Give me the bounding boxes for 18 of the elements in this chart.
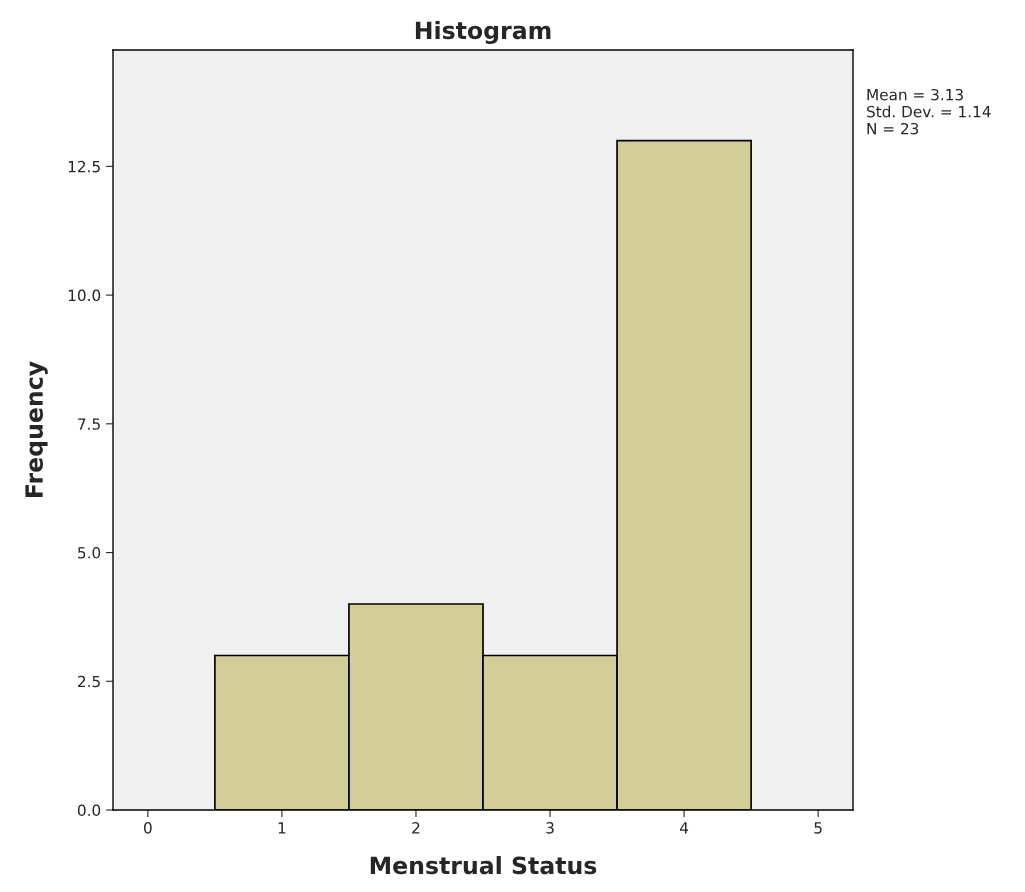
text: N = 23 [867, 122, 919, 135]
y-tick-label: 12.5 [68, 160, 100, 173]
y-tick-label: 2.5 [78, 675, 100, 688]
x-tick-label: 4 [679, 822, 689, 834]
text: Mean = 3.13 [867, 88, 963, 101]
x-tick-label: 5 [814, 822, 822, 834]
x-tick-label: 2 [412, 822, 420, 834]
x-tick-label: 3 [546, 822, 554, 834]
x-tick-label: 1 [278, 822, 286, 834]
x-axis-title: Menstrual Status [370, 856, 597, 875]
y-tick-label: 5.0 [78, 547, 101, 559]
y-tick-label: 7.5 [78, 418, 100, 430]
y-axis-title: Frequency [25, 361, 48, 497]
text: Std. Dev. = 1.14 [867, 105, 991, 118]
chart-title: Histogram [415, 20, 551, 44]
x-tick-label: 0 [144, 822, 152, 834]
y-tick-label: 0.0 [77, 804, 101, 817]
y-tick-label: 10.0 [68, 289, 101, 302]
